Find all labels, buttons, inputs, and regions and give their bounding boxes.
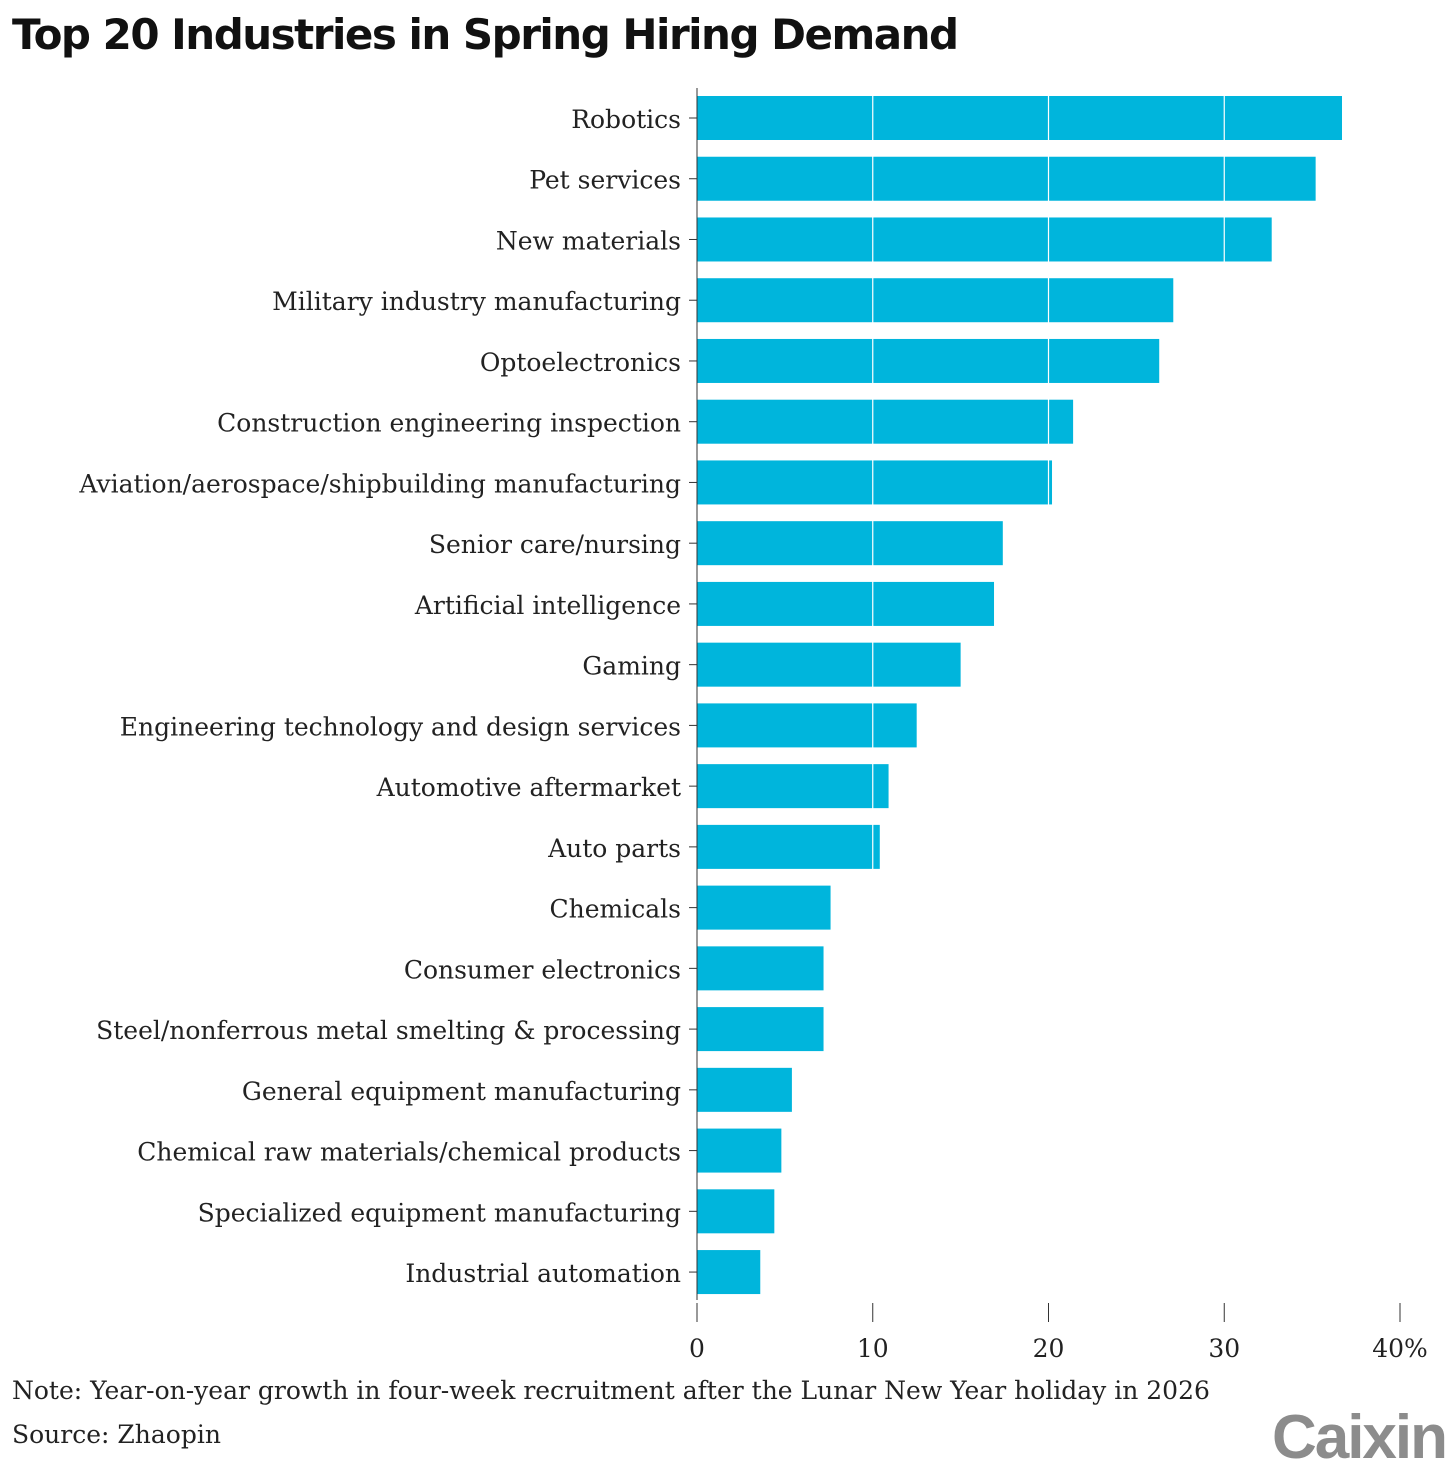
caixin-logo: Caixin <box>1271 1403 1448 1472</box>
bar <box>697 338 1160 383</box>
chart-source: Source: Zhaopin <box>12 1420 221 1449</box>
category-label: General equipment manufacturing <box>242 1077 681 1106</box>
chart-title: Top 20 Industries in Spring Hiring Deman… <box>12 10 959 59</box>
x-tick-label: 30 <box>1208 1334 1240 1363</box>
category-label: Industrial automation <box>405 1259 681 1288</box>
bar <box>697 885 831 930</box>
x-tick-label: 0 <box>689 1334 705 1363</box>
x-tick-label: 10 <box>857 1334 889 1363</box>
category-label: Chemical raw materials/chemical products <box>137 1138 681 1167</box>
bar <box>697 1250 761 1295</box>
category-label: Consumer electronics <box>404 955 681 984</box>
bar <box>697 460 1053 505</box>
category-label: Optoelectronics <box>480 348 681 377</box>
category-label: Artificial intelligence <box>414 591 681 620</box>
category-label: Specialized equipment manufacturing <box>198 1198 681 1227</box>
category-label: Construction engineering inspection <box>217 409 681 438</box>
bar <box>697 946 824 991</box>
category-label: Chemicals <box>550 895 681 924</box>
category-label: Aviation/aerospace/shipbuilding manufact… <box>78 469 681 498</box>
bar <box>697 581 995 626</box>
category-label: Senior care/nursing <box>429 530 681 559</box>
category-label: Engineering technology and design servic… <box>120 712 681 741</box>
bar <box>697 703 917 748</box>
bar <box>697 217 1272 262</box>
x-tick-label: 20 <box>1033 1334 1065 1363</box>
x-tick-label: 40% <box>1372 1334 1428 1363</box>
category-label: Robotics <box>571 105 681 134</box>
bar <box>697 824 880 869</box>
bar <box>697 521 1003 566</box>
bar-chart: Robotics Pet services New materials Militar… <box>78 88 1428 1363</box>
bar <box>697 1007 824 1052</box>
bar <box>697 642 961 687</box>
bar <box>697 399 1074 444</box>
chart-note: Note: Year-on-year growth in four-week r… <box>12 1376 1210 1405</box>
bar <box>697 1189 775 1234</box>
bar <box>697 1067 792 1112</box>
category-label: Steel/nonferrous metal smelting & proces… <box>96 1016 681 1045</box>
bar <box>697 96 1343 140</box>
category-label: New materials <box>496 226 681 255</box>
category-label: Pet services <box>529 166 681 195</box>
category-label: Military industry manufacturing <box>272 287 681 316</box>
category-label: Gaming <box>582 652 681 681</box>
bar <box>697 764 889 809</box>
bar <box>697 156 1316 201</box>
category-label: Auto parts <box>547 834 681 863</box>
bar <box>697 1128 782 1173</box>
category-label: Automotive aftermarket <box>376 773 681 802</box>
bar <box>697 278 1174 323</box>
